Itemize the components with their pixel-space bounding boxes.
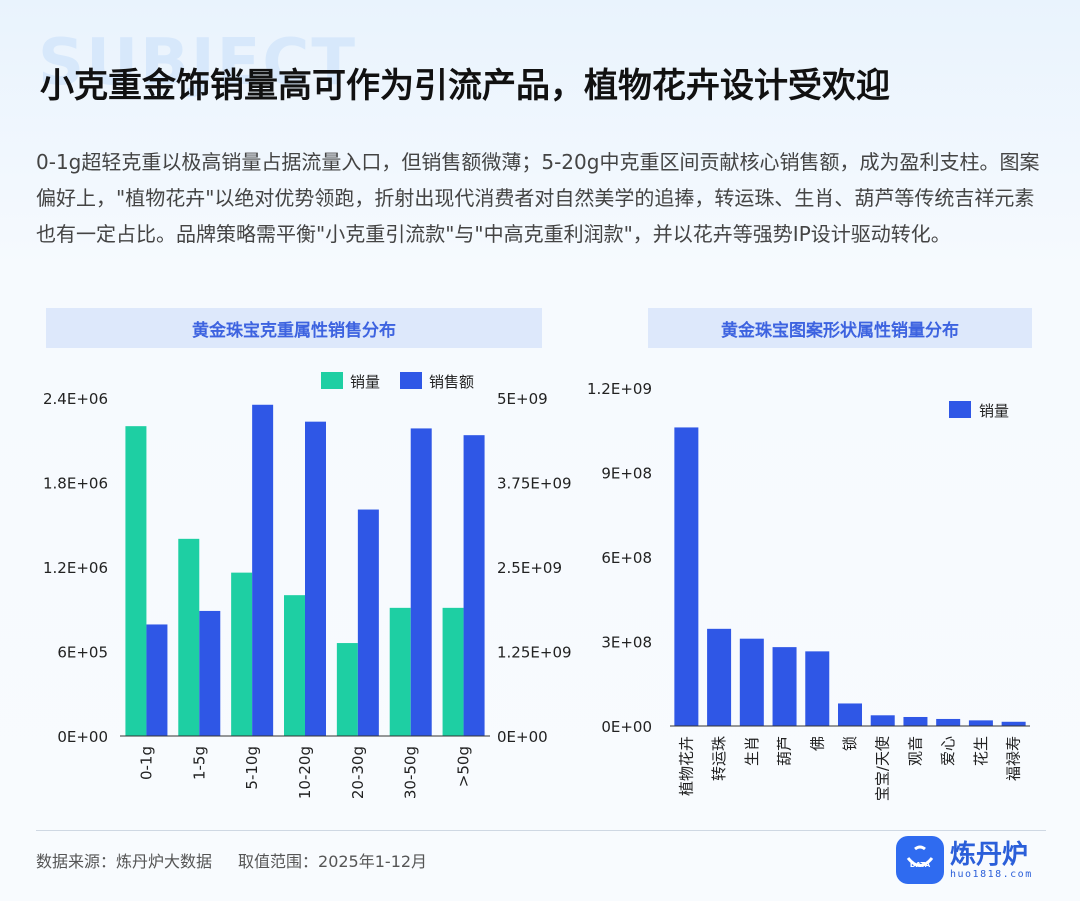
x-category-label: 0-1g (137, 746, 155, 780)
bar-pattern-4 (805, 651, 830, 726)
logo-url: huo1818.com (950, 868, 1033, 880)
x-category-label: 福禄寿 (1005, 736, 1023, 781)
bar-sales-6 (463, 435, 485, 736)
x-category-label: 20-30g (349, 746, 367, 799)
legend-sales-label: 销售额 (429, 373, 474, 391)
x-category-label: 转运珠 (710, 736, 728, 781)
bar-pattern-2 (739, 638, 764, 726)
brand-logo: DATA 炼丹炉 huo1818.com (896, 836, 1033, 884)
left-y-tick-label: 1.2E+06 (43, 559, 108, 577)
x-category-label: 花生 (972, 736, 990, 766)
right-y-tick-label: 3.75E+09 (497, 475, 572, 493)
left-y-tick-label: 6E+05 (57, 644, 108, 662)
right-y-tick-label: 5E+09 (497, 390, 548, 408)
x-category-label: 植物花卉 (677, 736, 695, 796)
intro-paragraph: 0-1g超轻克重以极高销量占据流量入口，但销售额微薄；5-20g中克重区间贡献核… (36, 150, 1040, 246)
x-category-label: 葫芦 (776, 736, 794, 766)
bar-sales-4 (357, 509, 379, 736)
x-category-label: 观音 (906, 736, 924, 766)
y-tick-label: 9E+08 (601, 465, 652, 483)
date-range-text: 取值范围：2025年1-12月 (238, 852, 428, 871)
bar-pattern-9 (968, 720, 993, 726)
bar-volume-5 (389, 607, 411, 736)
x-category-label: 10-20g (296, 746, 314, 799)
x-category-label: 锁 (841, 736, 859, 751)
x-category-label: 5-10g (243, 746, 261, 790)
left-y-tick-label: 0E+00 (57, 728, 108, 746)
bar-pattern-8 (936, 718, 961, 726)
footer-divider (36, 830, 1046, 831)
x-category-label: 1-5g (190, 746, 208, 780)
left-y-tick-label: 1.8E+06 (43, 475, 108, 493)
bar-volume-1 (178, 538, 200, 736)
y-tick-label: 6E+08 (601, 549, 652, 567)
left-y-tick-label: 2.4E+06 (43, 390, 108, 408)
legend-volume-label: 销量 (979, 402, 1009, 420)
legend-volume-label: 销量 (350, 373, 380, 391)
x-category-label: 宝宝/天使 (874, 736, 892, 801)
x-category-label: 佛 (808, 736, 826, 751)
x-category-label: >50g (455, 746, 473, 787)
logo-name: 炼丹炉 (950, 839, 1029, 870)
y-tick-label: 0E+00 (601, 718, 652, 736)
legend-sales-swatch (400, 372, 422, 389)
pattern-volume-chart: 0E+00 3E+08 6E+08 9E+08 1.2E+09 植物花卉 转运珠 生肖 葫芦佛锁… (587, 380, 1030, 801)
weight-sales-chart: 0E+00 6E+05 1.2E+06 1.8E+06 2.4E+06 0E+00 1.25… (43, 372, 572, 799)
bar-pattern-3 (772, 647, 797, 726)
y-tick-label: 1.2E+09 (587, 380, 652, 398)
bar-sales-3 (305, 421, 326, 736)
bar-volume-0 (125, 426, 147, 736)
y-tick-label: 3E+08 (601, 634, 652, 652)
bar-pattern-5 (838, 703, 862, 726)
bar-sales-1 (199, 610, 221, 736)
logo-badge-text: DATA (910, 861, 931, 869)
bar-pattern-0 (674, 427, 699, 726)
footer-source: 数据来源：炼丹炉大数据 取值范围：2025年1-12月 (36, 848, 427, 872)
x-category-label: 生肖 (743, 736, 761, 766)
legend-volume-swatch (321, 372, 343, 389)
bar-volume-3 (284, 595, 305, 736)
x-category-label: 30-50g (402, 746, 420, 799)
page-title: 小克重金饰销量高可作为引流产品，植物花卉设计受欢迎 (40, 66, 890, 106)
background-watermark-word: SUBJECT (38, 26, 357, 100)
right-y-tick-label: 2.5E+09 (497, 559, 562, 577)
bar-pattern-6 (870, 715, 895, 726)
right-y-tick-label: 0E+00 (497, 728, 548, 746)
legend-volume-swatch (949, 401, 971, 418)
bar-volume-2 (231, 572, 253, 736)
logo-icon: DATA (896, 836, 944, 884)
data-source-text: 数据来源：炼丹炉大数据 (36, 852, 213, 871)
pattern-chart-title: 黄金珠宝图案形状属性销量分布 (648, 308, 1032, 348)
bar-volume-4 (336, 643, 358, 736)
bar-sales-2 (252, 404, 274, 736)
weight-chart-title: 黄金珠宝克重属性销售分布 (46, 308, 542, 348)
right-y-tick-label: 1.25E+09 (497, 644, 572, 662)
bar-pattern-10 (1001, 721, 1026, 726)
bar-pattern-1 (707, 628, 732, 726)
bar-volume-6 (442, 607, 464, 736)
x-category-label: 爱心 (939, 736, 957, 766)
bar-sales-0 (146, 624, 168, 736)
bar-pattern-7 (903, 716, 928, 726)
bar-sales-5 (410, 428, 432, 736)
